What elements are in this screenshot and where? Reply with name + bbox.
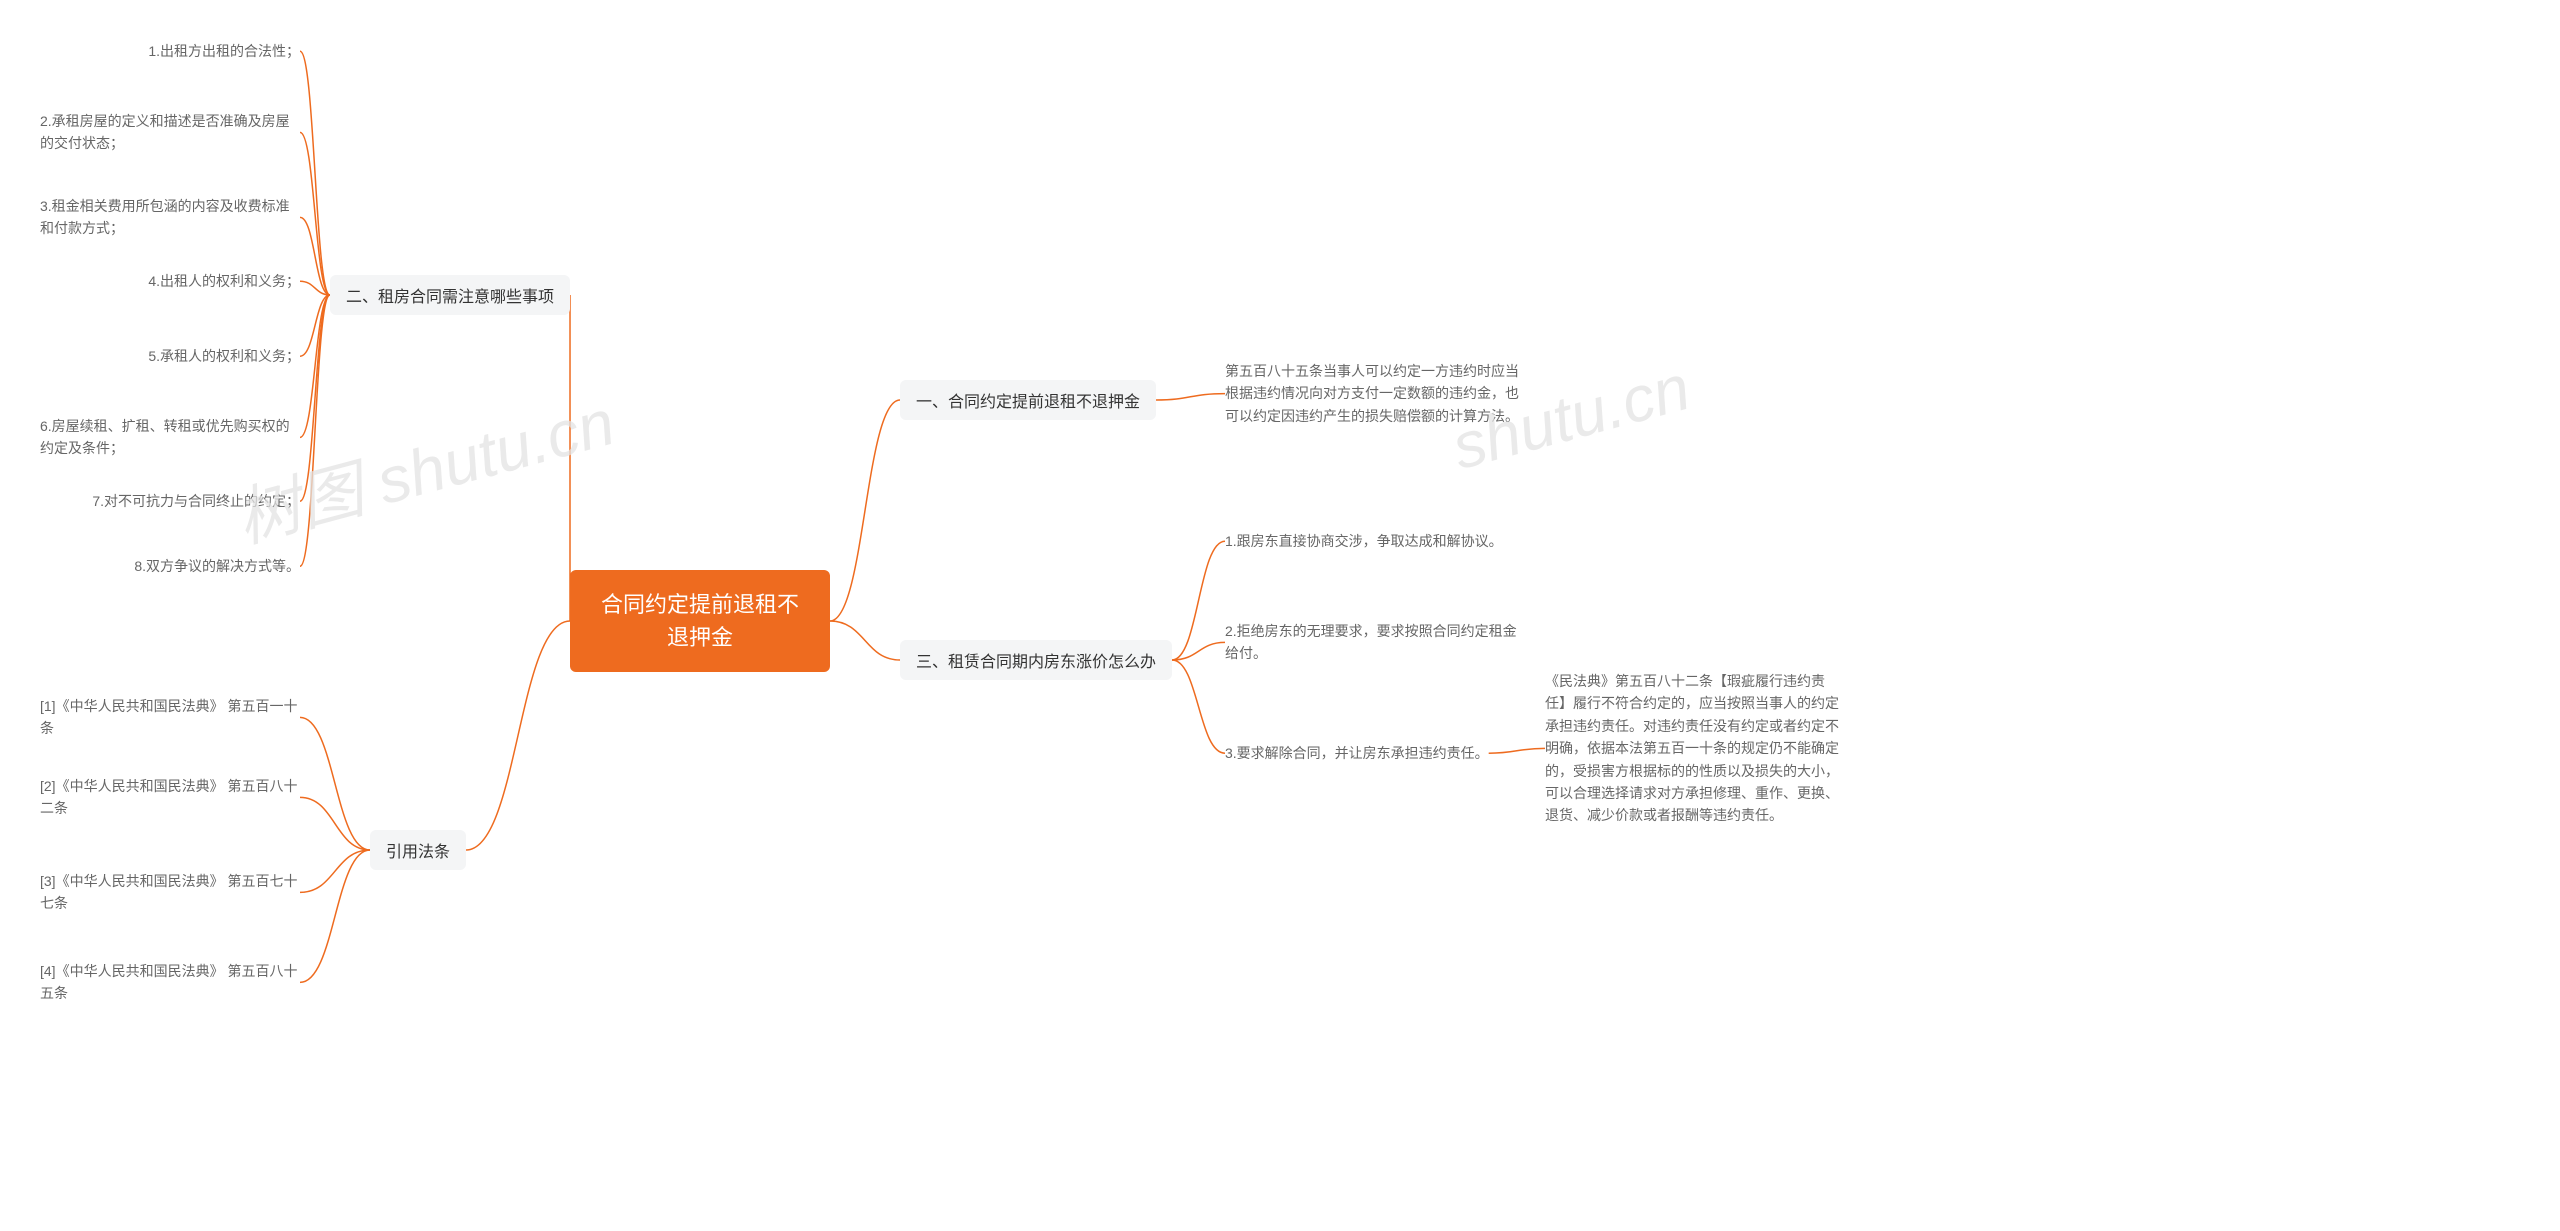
leaf-l1-3: 3.租金相关费用所包涵的内容及收费标准和付款方式； — [40, 195, 300, 240]
leaf-r2-2-text: 2.拒绝房东的无理要求，要求按照合同约定租金给付。 — [1225, 623, 1517, 661]
leaf-l1-6-text: 6.房屋续租、扩租、转租或优先购买权的约定及条件； — [40, 418, 290, 456]
leaf-l1-5: 5.承租人的权利和义务； — [148, 345, 300, 367]
branch-right-1: 一、合同约定提前退租不退押金 — [900, 380, 1156, 420]
leaf-r1-1-text: 第五百八十五条当事人可以约定一方违约时应当根据违约情况向对方支付一定数额的违约金… — [1225, 363, 1519, 424]
leaf-r2-3: 3.要求解除合同，并让房东承担违约责任。 — [1225, 742, 1489, 764]
leaf-l2-2-text: [2]《中华人民共和国民法典》 第五百八十二条 — [40, 778, 297, 816]
leaf-r2-1-text: 1.跟房东直接协商交涉，争取达成和解协议。 — [1225, 533, 1503, 549]
leaf-l2-4: [4]《中华人民共和国民法典》 第五百八十五条 — [40, 960, 300, 1005]
branch-left-2: 引用法条 — [370, 830, 466, 870]
leaf-l2-3-text: [3]《中华人民共和国民法典》 第五百七十七条 — [40, 873, 297, 911]
leaf-l1-3-text: 3.租金相关费用所包涵的内容及收费标准和付款方式； — [40, 198, 290, 236]
watermark-1-text: 树图 shutu.cn — [229, 386, 622, 556]
root-title: 合同约定提前退租不退押金 — [601, 592, 799, 650]
branch-right-2: 三、租赁合同期内房东涨价怎么办 — [900, 640, 1172, 680]
leaf-r2-2: 2.拒绝房东的无理要求，要求按照合同约定租金给付。 — [1225, 620, 1525, 665]
leaf-l1-5-text: 5.承租人的权利和义务； — [148, 348, 300, 364]
leaf-r2-1: 1.跟房东直接协商交涉，争取达成和解协议。 — [1225, 530, 1503, 552]
leaf-l1-2-text: 2.承租房屋的定义和描述是否准确及房屋的交付状态； — [40, 113, 290, 151]
leaf-l1-4: 4.出租人的权利和义务； — [148, 270, 300, 292]
root-node: 合同约定提前退租不退押金 — [570, 570, 830, 672]
leaf-l1-4-text: 4.出租人的权利和义务； — [148, 273, 300, 289]
leaf-l1-7-text: 7.对不可抗力与合同终止的约定； — [92, 493, 300, 509]
leaf-r2-3-text: 3.要求解除合同，并让房东承担违约责任。 — [1225, 745, 1489, 761]
connectors-svg — [0, 0, 2560, 1231]
leaf-r2-3-sub-text: 《民法典》第五百八十二条【瑕疵履行违约责任】履行不符合约定的，应当按照当事人的约… — [1545, 673, 1839, 823]
leaf-l1-8: 8.双方争议的解决方式等。 — [134, 555, 300, 577]
leaf-l1-2: 2.承租房屋的定义和描述是否准确及房屋的交付状态； — [40, 110, 300, 155]
leaf-l1-1-text: 1.出租方出租的合法性； — [148, 43, 300, 59]
leaf-l1-7: 7.对不可抗力与合同终止的约定； — [92, 490, 300, 512]
branch-left-1: 二、租房合同需注意哪些事项 — [330, 275, 570, 315]
leaf-l2-4-text: [4]《中华人民共和国民法典》 第五百八十五条 — [40, 963, 297, 1001]
leaf-l1-1: 1.出租方出租的合法性； — [148, 40, 300, 62]
leaf-r1-1: 第五百八十五条当事人可以约定一方违约时应当根据违约情况向对方支付一定数额的违约金… — [1225, 360, 1525, 427]
leaf-l1-8-text: 8.双方争议的解决方式等。 — [134, 558, 300, 574]
branch-right-1-label: 一、合同约定提前退租不退押金 — [916, 394, 1140, 411]
leaf-r2-3-sub: 《民法典》第五百八十二条【瑕疵履行违约责任】履行不符合约定的，应当按照当事人的约… — [1545, 670, 1845, 827]
watermark-1: 树图 shutu.cn — [225, 371, 623, 560]
branch-left-1-label: 二、租房合同需注意哪些事项 — [346, 289, 554, 306]
branch-left-2-label: 引用法条 — [386, 844, 450, 861]
branch-right-2-label: 三、租赁合同期内房东涨价怎么办 — [916, 654, 1156, 671]
leaf-l2-1-text: [1]《中华人民共和国民法典》 第五百一十条 — [40, 698, 297, 736]
leaf-l1-6: 6.房屋续租、扩租、转租或优先购买权的约定及条件； — [40, 415, 300, 460]
leaf-l2-2: [2]《中华人民共和国民法典》 第五百八十二条 — [40, 775, 300, 820]
leaf-l2-1: [1]《中华人民共和国民法典》 第五百一十条 — [40, 695, 300, 740]
leaf-l2-3: [3]《中华人民共和国民法典》 第五百七十七条 — [40, 870, 300, 915]
